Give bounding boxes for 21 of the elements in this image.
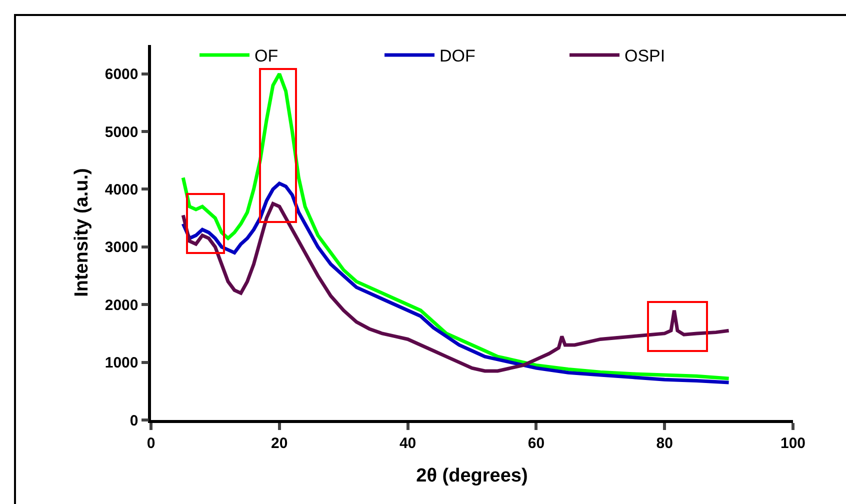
line-series bbox=[181, 182, 731, 384]
y-tick-label: 3000 bbox=[104, 239, 138, 256]
legend-label: DOF bbox=[440, 46, 476, 66]
legend-label: OF bbox=[254, 46, 278, 66]
y-tick-label: 1000 bbox=[104, 354, 138, 372]
y-tick-label: 0 bbox=[130, 412, 138, 430]
x-tick-label: 60 bbox=[528, 434, 545, 452]
x-tick-label: 80 bbox=[656, 434, 673, 452]
legend-label: OSPI bbox=[624, 46, 666, 66]
y-tick-label: 5000 bbox=[104, 124, 138, 141]
x-tick-label: 100 bbox=[780, 434, 806, 452]
y-tick-label: 4000 bbox=[104, 181, 138, 198]
y-tick-label: 2000 bbox=[104, 296, 138, 314]
y-axis-title: Intensity (a.u.) bbox=[72, 168, 93, 297]
line-series bbox=[181, 72, 731, 380]
x-tick-label: 20 bbox=[271, 434, 288, 452]
x-axis-title: 2θ (degrees) bbox=[416, 466, 528, 487]
x-tick-label: 40 bbox=[399, 434, 416, 452]
line-series bbox=[181, 202, 731, 373]
y-tick-label: 6000 bbox=[104, 66, 138, 84]
x-tick-label: 0 bbox=[146, 434, 156, 452]
